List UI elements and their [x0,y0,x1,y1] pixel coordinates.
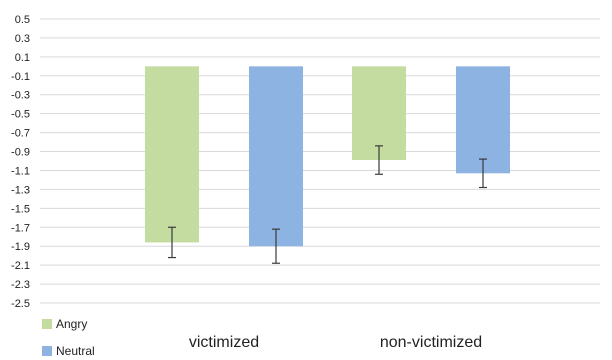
bars [145,66,510,247]
y-tick-label: -0.3 [11,90,30,102]
y-tick-label: 0.1 [15,52,30,64]
category-label: non-victimized [380,334,482,351]
y-tick-label: 0.3 [15,33,30,45]
y-tick-label: 0.5 [15,14,30,26]
y-tick-label: -1.3 [11,184,30,196]
error-bar [272,228,280,264]
legend-swatch [42,346,52,356]
legend-label: Angry [56,317,87,331]
bar-angry-victimized [145,66,199,243]
y-tick-label: -0.1 [11,71,30,83]
y-tick-label: -2.3 [11,279,30,291]
y-tick-label: -0.5 [11,109,30,121]
error-bars [168,145,487,264]
legend-swatch [42,319,52,329]
y-tick-label: -1.9 [11,241,30,253]
bar-neutral-non-victimized [456,66,510,174]
error-bar [168,226,176,259]
bar-neutral-victimized [249,66,303,247]
legend: Angry Neutral [42,317,95,358]
y-tick-label: -2.1 [11,260,30,272]
y-tick-label: -1.5 [11,203,30,215]
error-bar [479,158,487,189]
y-tick-label: -0.9 [11,147,30,159]
error-bar [375,145,383,175]
y-tick-label: -2.5 [11,298,30,310]
y-tick-label: -0.7 [11,128,30,140]
legend-label: Neutral [56,344,95,358]
y-tick-label: -1.7 [11,222,30,234]
y-tick-label: -1.1 [11,165,30,177]
y-axis-tick-labels: 0.5 0.3 0.1 -0.1 -0.3 -0.5 -0.7 -0.9 -1.1 -1.3 -1.… [11,14,30,310]
category-labels: victimized non-victimized [189,334,482,351]
gridlines [40,18,600,304]
bar-angry-non-victimized [352,66,406,161]
category-label: victimized [189,334,259,351]
